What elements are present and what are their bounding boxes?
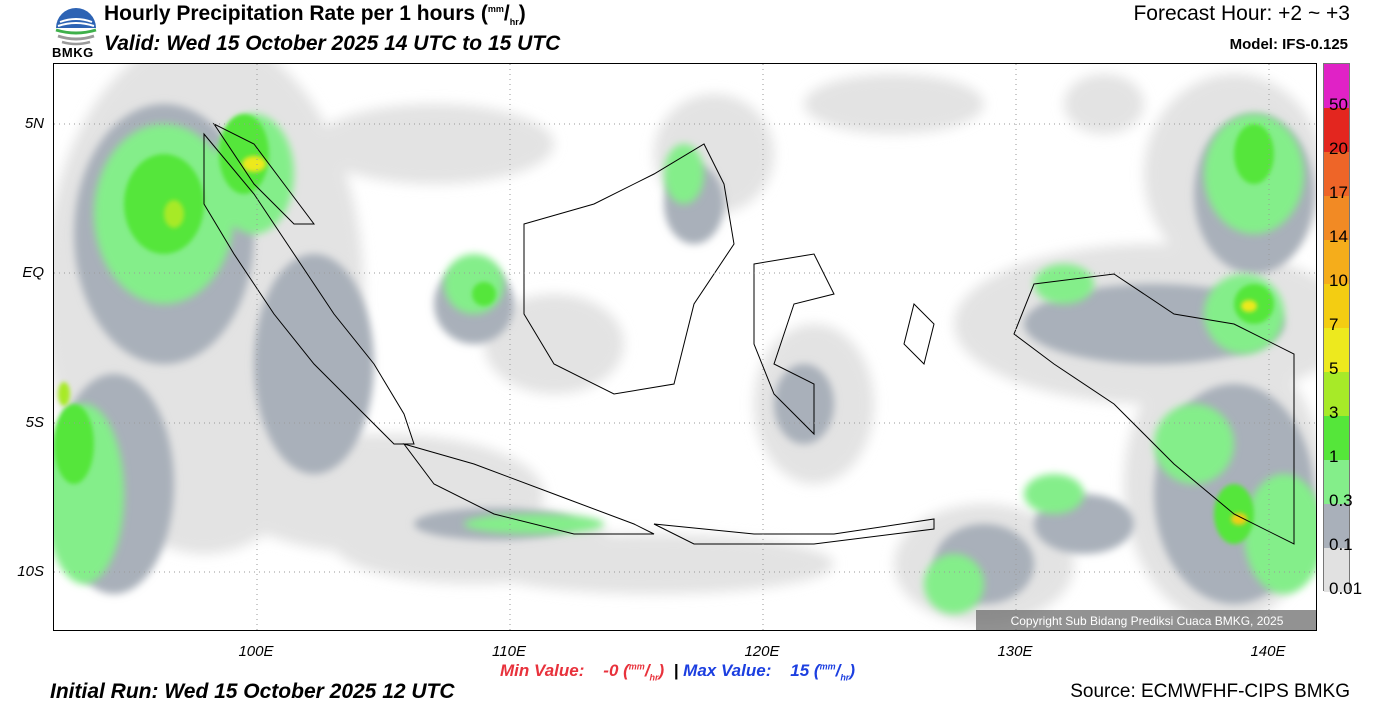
color-legend [1323, 63, 1350, 592]
lat-label-10s: 10S [17, 563, 44, 580]
legend-swatch [1324, 108, 1349, 152]
legend-swatch [1324, 372, 1349, 416]
legend-label: 0.3 [1329, 491, 1353, 510]
legend-label: 3 [1329, 403, 1339, 422]
legend-swatch [1324, 284, 1349, 328]
legend-label: 1 [1329, 447, 1339, 466]
legend-label: 0.1 [1329, 535, 1353, 554]
title-close: ) [518, 2, 526, 25]
map-canvas [54, 64, 1316, 630]
map-gridlines [54, 64, 1316, 630]
legend-swatch [1324, 152, 1349, 196]
legend-swatch [1324, 416, 1349, 460]
precipitation-map: Copyright Sub Bidang Prediksi Cuaca BMKG… [53, 63, 1317, 631]
legend-swatch [1324, 504, 1349, 548]
legend-swatch [1324, 64, 1349, 108]
data-source: Source: ECMWFHF-CIPS BMKG [1070, 681, 1350, 702]
legend-label: 7 [1329, 315, 1339, 334]
legend-swatch [1324, 548, 1349, 592]
minmax-separator: | [673, 661, 679, 680]
max-label: Max Value: [683, 661, 772, 680]
legend-label: 14 [1329, 227, 1348, 246]
legend-swatch [1324, 240, 1349, 284]
forecast-hour: Forecast Hour: +2 ~ +3 [1133, 2, 1350, 25]
title-text: Hourly Precipitation Rate per 1 hours ( [104, 2, 488, 25]
lat-label-eq: EQ [22, 264, 44, 281]
model-name: Model: IFS-0.125 [1229, 36, 1348, 53]
coastlines [203, 122, 1295, 545]
bmkg-logo: BMKG [50, 0, 102, 60]
min-label: Min Value: [500, 661, 585, 680]
legend-swatch [1324, 328, 1349, 372]
precip-high-field [58, 156, 1257, 525]
logo-text: BMKG [52, 45, 94, 60]
min-value: -0 (mm/hr) [603, 661, 665, 683]
copyright-label: Copyright Sub Bidang Prediksi Cuaca BMKG… [976, 610, 1316, 630]
lon-label-120e: 120E [744, 643, 780, 660]
lat-label-5s: 5S [25, 414, 44, 431]
min-max-values: Min Value: -0 (mm/hr) | Max Value: 15 (m… [500, 661, 855, 682]
legend-label: 0.01 [1329, 579, 1363, 598]
legend-label: 17 [1329, 183, 1348, 202]
legend-swatch [1324, 460, 1349, 504]
max-value: 15 (mm/hr) [790, 661, 855, 683]
legend-label: 50 [1329, 95, 1348, 114]
legend-label: 5 [1329, 359, 1339, 378]
title-unit-num: mm [487, 4, 504, 14]
lat-label-5n: 5N [24, 115, 44, 132]
initial-run: Initial Run: Wed 15 October 2025 12 UTC [50, 680, 455, 703]
map-title: Hourly Precipitation Rate per 1 hours (m… [104, 2, 526, 28]
title-unit-den: hr [509, 17, 519, 28]
lon-label-100e: 100E [238, 643, 274, 660]
lon-label-140e: 140E [1250, 643, 1286, 660]
lon-label-110e: 110E [492, 643, 526, 660]
valid-time: Valid: Wed 15 October 2025 14 UTC to 15 … [104, 32, 561, 55]
lon-label-130e: 130E [997, 643, 1033, 660]
legend-label: 10 [1329, 271, 1348, 290]
legend-swatch [1324, 196, 1349, 240]
legend-label: 20 [1329, 139, 1348, 158]
